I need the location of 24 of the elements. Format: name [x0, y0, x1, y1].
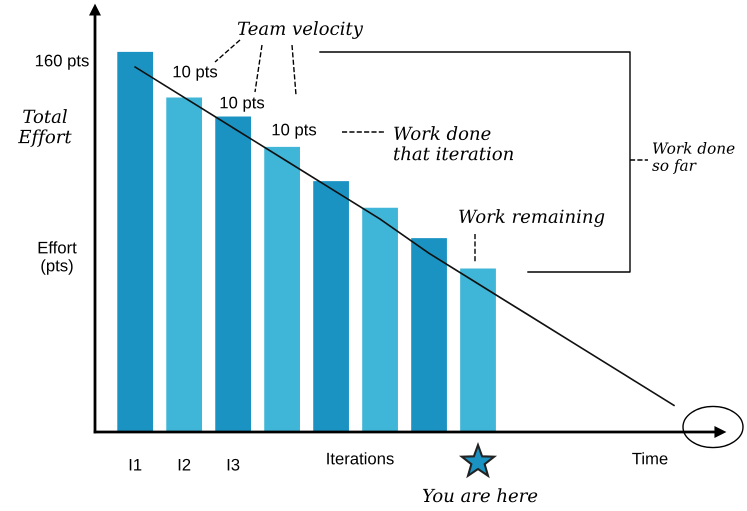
bar — [215, 116, 252, 432]
bar — [117, 52, 154, 432]
bar — [362, 208, 398, 432]
bar — [264, 146, 300, 432]
annotation: Work done that iteration — [394, 126, 514, 160]
text: 160 pts — [36, 54, 89, 70]
bar — [166, 97, 202, 432]
text: You are here — [422, 488, 538, 502]
annotation: Work done so far — [652, 142, 734, 174]
annotation: 10 pts — [272, 124, 316, 139]
bar — [460, 268, 496, 432]
annotation: 10 pts — [174, 66, 218, 81]
text: Time — [632, 452, 668, 464]
x-axis-title: Iterations — [327, 452, 394, 464]
x-tick-label: I3 — [228, 458, 240, 471]
y-axis-title: Effort (pts) — [38, 241, 77, 275]
text: Team velocity — [238, 21, 364, 39]
annotation: 10 pts — [220, 96, 264, 112]
annotation: Work remaining — [459, 209, 604, 227]
bar — [411, 238, 447, 432]
x-tick-label: I1 — [130, 459, 142, 470]
text: Total Effort — [18, 109, 72, 147]
x-tick-label: I2 — [178, 458, 190, 470]
bar — [313, 181, 349, 432]
